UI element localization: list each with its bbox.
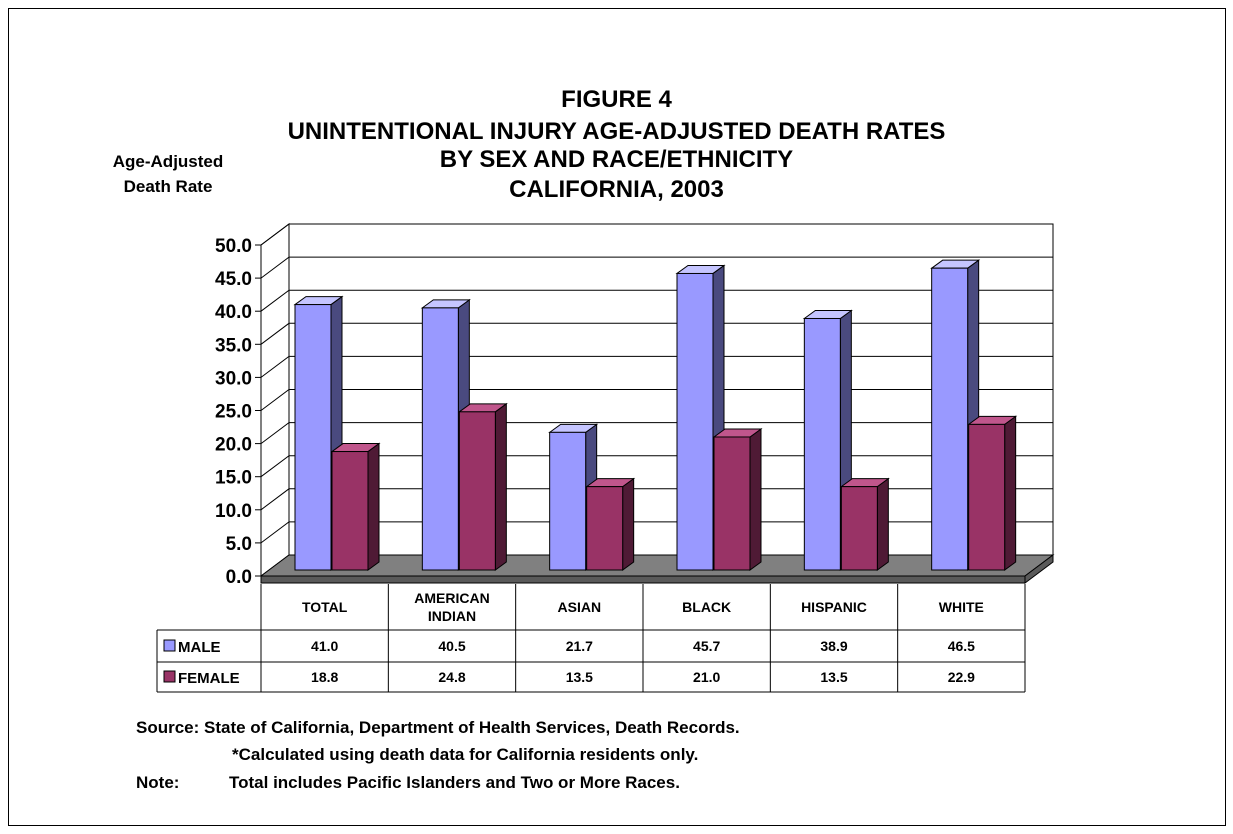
male-bar (676, 272, 714, 571)
data-value-label: 13.5 (820, 669, 847, 685)
category-label: AMERICAN (414, 590, 489, 606)
y-axis-label-line-1: Age-Adjusted (112, 152, 224, 171)
legend-swatch-male (163, 639, 176, 652)
note-label: Note: (136, 773, 180, 792)
y-tick-label: 45.0 (215, 269, 252, 290)
source-note: Source: State of California, Department … (136, 718, 740, 737)
gridline (260, 289, 1053, 312)
category-label: INDIAN (428, 608, 476, 624)
gridline (260, 355, 1053, 378)
female-bar (586, 486, 624, 571)
female-bar (713, 436, 751, 571)
data-value-label: 45.7 (693, 638, 720, 654)
y-tick-label: 15.0 (215, 468, 252, 489)
female-bar-side (749, 427, 762, 571)
gridline (260, 322, 1053, 345)
data-value-label: 40.5 (438, 638, 465, 654)
gridline (260, 488, 1053, 511)
chart-title-line-3: BY SEX AND RACE/ETHNICITY (439, 146, 794, 173)
calculation-note: *Calculated using death data for Califor… (232, 745, 699, 764)
y-tick-label: 40.0 (215, 302, 252, 323)
legend-swatch-female (163, 670, 176, 683)
male-bar (421, 307, 459, 571)
y-tick-label: 10.0 (215, 501, 252, 522)
gridline (260, 455, 1053, 478)
gridline (260, 223, 1053, 246)
note-text: Total includes Pacific Islanders and Two… (229, 773, 680, 792)
y-tick-label: 5.0 (226, 534, 252, 555)
legend-label-female: FEMALE (178, 670, 240, 687)
chart-title-line-1: FIGURE 4 (561, 86, 672, 113)
category-label: HISPANIC (801, 599, 867, 615)
data-value-label: 46.5 (948, 638, 975, 654)
gridline (260, 521, 1053, 544)
female-bar (331, 451, 369, 571)
female-bar-side (1004, 415, 1017, 571)
plot-floor-edge-side (1024, 554, 1054, 584)
female-bar (968, 423, 1006, 571)
data-value-label: 24.8 (438, 669, 465, 685)
female-bar-side (622, 477, 635, 571)
female-bar (458, 411, 496, 571)
male-bar (931, 267, 969, 571)
gridline (260, 422, 1053, 445)
chart-title-line-4: CALIFORNIA, 2003 (509, 176, 724, 203)
data-value-label: 18.8 (311, 669, 338, 685)
y-tick-label: 25.0 (215, 402, 252, 423)
male-bar (803, 317, 841, 571)
data-value-label: 22.9 (948, 669, 975, 685)
female-bar (840, 486, 878, 571)
female-bar-side (367, 442, 380, 571)
female-bar-side (494, 402, 507, 571)
y-tick-label: 50.0 (215, 236, 252, 257)
y-tick-label: 35.0 (215, 335, 252, 356)
y-tick-label: 0.0 (226, 567, 252, 588)
y-tick-label: 20.0 (215, 435, 252, 456)
data-value-label: 13.5 (566, 669, 593, 685)
category-label: WHITE (939, 599, 984, 615)
male-bar (294, 304, 332, 571)
data-value-label: 21.7 (566, 638, 593, 654)
y-tick-label: 30.0 (215, 368, 252, 389)
figure-frame (8, 8, 1226, 826)
female-bar-side (876, 477, 889, 571)
male-bar (549, 431, 587, 571)
category-label: ASIAN (558, 599, 602, 615)
data-value-label: 38.9 (820, 638, 847, 654)
gridline (260, 256, 1053, 279)
data-value-label: 41.0 (311, 638, 338, 654)
legend-label-male: MALE (178, 639, 221, 656)
y-axis-label-line-2: Death Rate (123, 177, 213, 196)
data-value-label: 21.0 (693, 669, 720, 685)
chart-title-line-2: UNINTENTIONAL INJURY AGE-ADJUSTED DEATH … (287, 118, 946, 145)
gridline (260, 389, 1053, 411)
category-label: TOTAL (302, 599, 348, 615)
category-label: BLACK (682, 599, 731, 615)
plot-floor-edge (260, 575, 1026, 584)
